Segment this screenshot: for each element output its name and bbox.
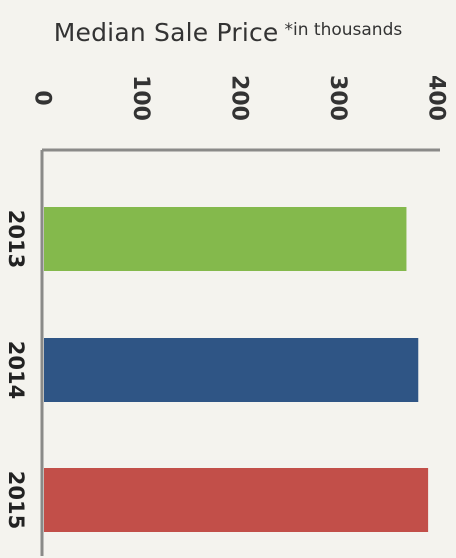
x-tick-label: 300 bbox=[325, 75, 350, 121]
chart-title: Median Sale Price bbox=[53, 18, 279, 47]
x-tick-label: 100 bbox=[128, 75, 153, 121]
x-tick-label: 200 bbox=[227, 75, 252, 121]
bar-2015 bbox=[44, 468, 429, 532]
x-tick-label: 0 bbox=[30, 90, 55, 105]
chart-title-block: Median Sale Price *in thousands bbox=[0, 18, 456, 47]
x-tick-label: 400 bbox=[424, 75, 449, 121]
category-label: 2014 bbox=[4, 341, 28, 399]
chart-subtitle: *in thousands bbox=[284, 20, 403, 40]
category-label: 2015 bbox=[4, 471, 28, 529]
bar-2013 bbox=[44, 207, 407, 271]
bar-2014 bbox=[44, 338, 419, 402]
category-label: 2013 bbox=[4, 210, 28, 268]
